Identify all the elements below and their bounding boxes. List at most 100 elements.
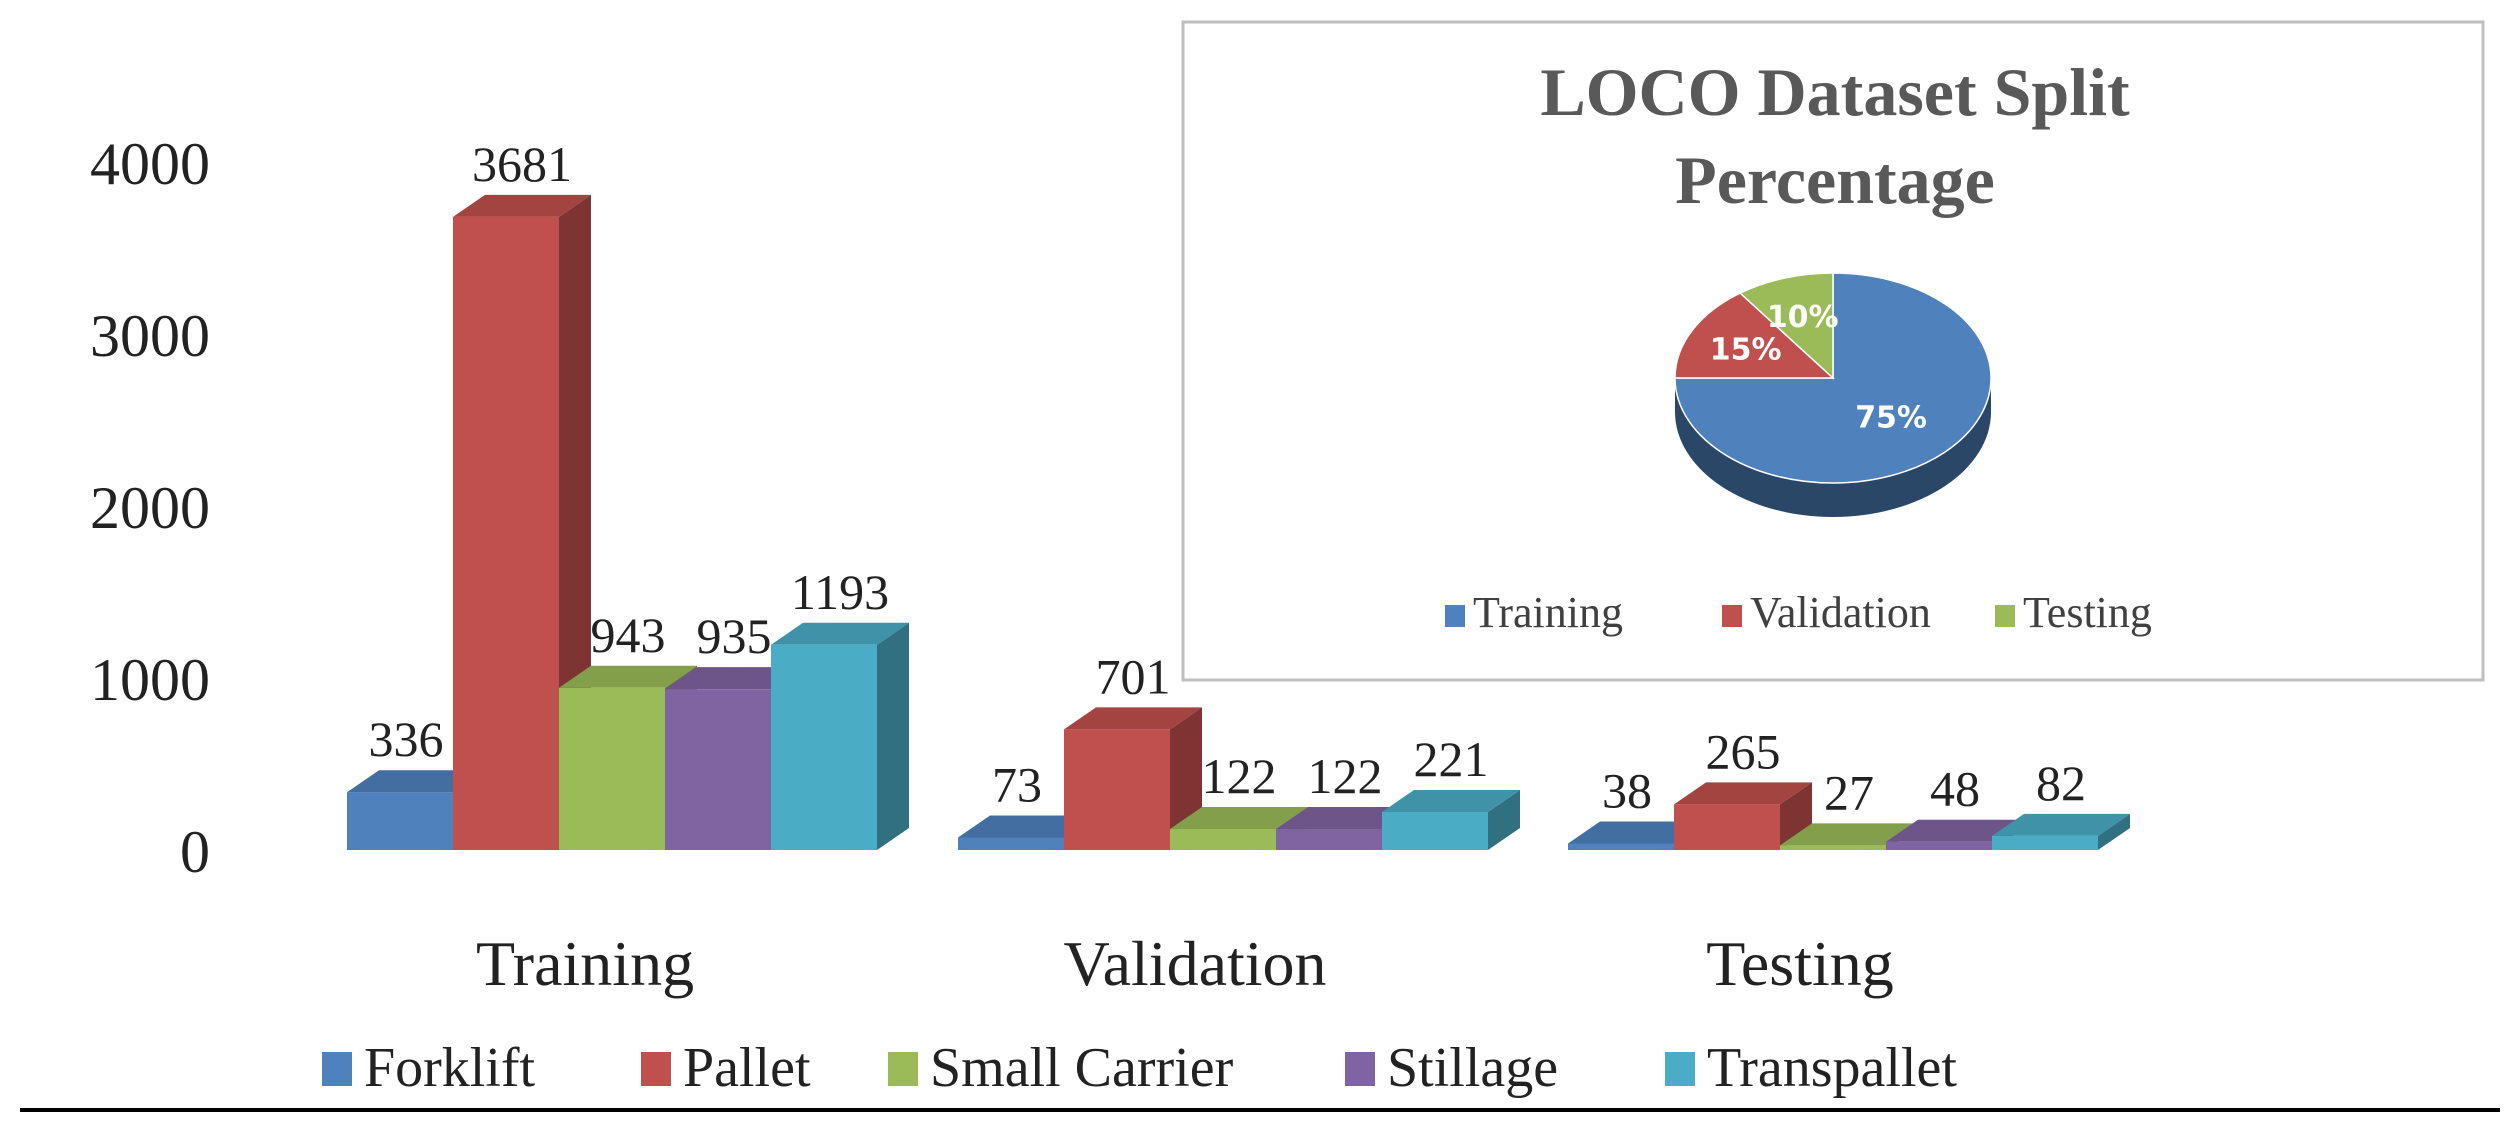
legend-item-small-carrier: Small Carrier [888, 1037, 1234, 1099]
y-tick-label: 3000 [90, 303, 210, 369]
pie-chart-inset: LOCO Dataset Split Percentage 75% 15%10% Tra… [1181, 20, 2485, 682]
bar-front [1886, 841, 1992, 850]
data-label-transpallet-training: 1193 [791, 564, 889, 620]
pie-legend-label: Testing [2023, 588, 2152, 637]
pie-legend-label: Validation [1750, 588, 1931, 637]
legend-label: Small Carrier [930, 1037, 1234, 1099]
bar-transpallet-training [771, 622, 909, 850]
legend-swatch [1665, 1052, 1695, 1086]
pie-legend-swatch [1722, 605, 1742, 627]
bar-top [1382, 789, 1520, 812]
bar-front [1568, 843, 1674, 850]
pie-legend-item-validation: Validation [1722, 588, 1931, 637]
bar-top [1568, 821, 1706, 844]
category-label-testing: Testing [1706, 928, 1894, 999]
bar-front [958, 837, 1064, 850]
data-label-forklift-training: 336 [369, 711, 444, 767]
bar-front [1170, 829, 1276, 850]
legend-swatch [322, 1052, 352, 1086]
category-label-validation: Validation [1063, 928, 1326, 999]
bar-side [1488, 789, 1520, 850]
bar-front [1780, 845, 1886, 850]
data-label-pallet-testing: 265 [1706, 723, 1781, 779]
bar-plot-area [347, 194, 2130, 851]
pie-title-line: LOCO Dataset Split [1540, 54, 2130, 130]
bar-top [1992, 813, 2130, 836]
category-label-training: Training [476, 928, 694, 999]
bar-transpallet-testing [1992, 813, 2130, 850]
legend-item-transpallet: Transpallet [1665, 1037, 1957, 1099]
legend-swatch [888, 1052, 918, 1086]
bar-legend: Forklift Pallet Small Carrier Stillage Trans… [322, 1037, 1957, 1099]
y-axis: 0 1000 2000 3000 4000 [90, 131, 210, 885]
pie-label-validation: 15% [1710, 332, 1782, 367]
legend-swatch [641, 1052, 671, 1086]
bar-top [1170, 807, 1308, 830]
bar-transpallet-validation [1382, 789, 1520, 850]
pie-title-line: Percentage [1675, 142, 1995, 218]
bar-top [1780, 823, 1918, 846]
bar-front [347, 792, 453, 850]
bar-front [453, 216, 559, 851]
data-label-forklift-validation: 73 [992, 756, 1042, 812]
legend-label: Pallet [683, 1037, 811, 1099]
bar-front [1064, 729, 1170, 850]
y-tick-label: 0 [180, 819, 210, 885]
legend-item-forklift: Forklift [322, 1037, 536, 1099]
bar-top [665, 667, 803, 690]
bar-pallet-validation [1064, 707, 1202, 850]
data-label-stillage-validation: 122 [1308, 748, 1383, 804]
bar-top [453, 194, 591, 217]
legend-label: Transpallet [1707, 1037, 1957, 1099]
bar-front [1674, 804, 1780, 850]
bar-front [559, 687, 665, 850]
data-label-small-carrier-training: 943 [591, 607, 666, 663]
bar-side [877, 622, 909, 850]
bar-top [1674, 782, 1812, 805]
data-label-stillage-training: 935 [697, 608, 772, 664]
data-labels: 336 3681 943 935 1193 73 701 122 122 221 38 265 27 48… [369, 136, 2087, 820]
legend-label: Stillage [1387, 1037, 1558, 1099]
data-label-small-carrier-testing: 27 [1824, 764, 1874, 820]
legend-swatch [1345, 1052, 1375, 1086]
pie-slice-testing [1738, 272, 1834, 380]
data-label-stillage-testing: 48 [1930, 761, 1980, 817]
legend-item-stillage: Stillage [1345, 1037, 1558, 1099]
data-label-pallet-training: 3681 [472, 136, 572, 192]
bar-pallet-training [453, 194, 591, 851]
pie-legend-swatch [1995, 605, 2015, 627]
data-label-transpallet-validation: 221 [1414, 731, 1489, 787]
data-label-transpallet-testing: 82 [2036, 755, 2086, 811]
legend-label: Forklift [364, 1037, 536, 1099]
bar-front [1276, 829, 1382, 850]
bar-top [958, 815, 1096, 838]
pie-label-training: 75% [1855, 401, 1927, 436]
bar-top [559, 665, 697, 688]
data-label-forklift-testing: 38 [1602, 762, 1652, 818]
legend-item-pallet: Pallet [641, 1037, 811, 1099]
bar-front [1992, 835, 2098, 850]
bar-top [347, 770, 485, 793]
bar-front [1382, 811, 1488, 850]
data-label-small-carrier-validation: 122 [1202, 748, 1277, 804]
pie-legend-label: Training [1473, 588, 1623, 637]
bar-top [771, 622, 909, 645]
y-tick-label: 1000 [90, 647, 210, 713]
pie-legend-item-testing: Testing [1995, 588, 2152, 637]
pie-legend-item-training: Training [1445, 588, 1623, 637]
pie-slice-validation [1674, 292, 1835, 379]
bar-top [1886, 819, 2024, 842]
bar-top [1064, 707, 1202, 730]
bar-small-carrier-validation [1170, 807, 1308, 850]
bar-front [665, 689, 771, 850]
bar-top [1276, 807, 1414, 830]
pie-legend-swatch [1445, 605, 1465, 627]
y-tick-label: 2000 [90, 475, 210, 541]
category-axis: Training Validation Testing [476, 928, 1894, 999]
bar-side [2098, 813, 2130, 850]
bar-front [771, 644, 877, 850]
pie-label-testing: 10% [1767, 300, 1839, 335]
y-tick-label: 4000 [90, 131, 210, 197]
data-label-pallet-validation: 701 [1096, 648, 1171, 704]
